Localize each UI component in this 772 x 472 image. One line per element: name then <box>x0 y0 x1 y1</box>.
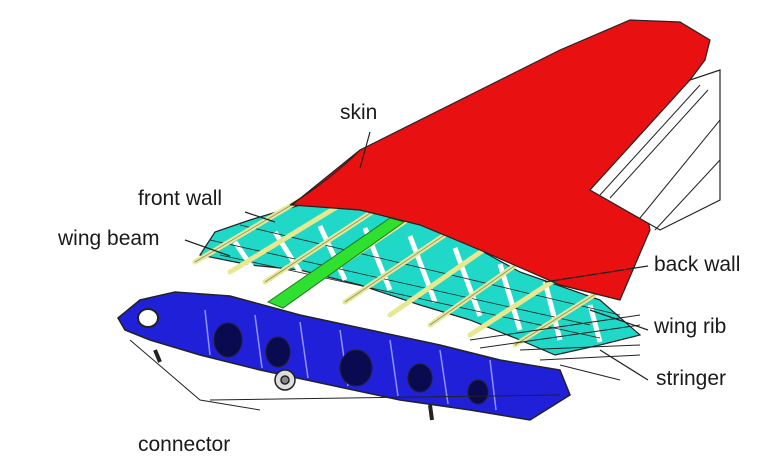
connector-fittings <box>153 349 434 421</box>
lightening-hole <box>407 363 433 393</box>
lightening-hole <box>339 349 373 387</box>
label-connector: connector <box>134 432 235 458</box>
lightening-hole <box>467 379 489 405</box>
rear-structure-lines <box>469 314 641 381</box>
label-wing-beam: wing beam <box>54 226 164 252</box>
wing-beam-bar <box>266 217 406 309</box>
lightening-hole <box>213 322 243 358</box>
trailing-cutout <box>589 69 721 231</box>
label-wing-rib: wing rib <box>650 314 731 340</box>
leader-lines <box>184 131 649 381</box>
label-front-wall: front wall <box>134 186 227 212</box>
lightening-hole <box>265 336 291 368</box>
label-stringer: stringer <box>652 366 731 392</box>
label-skin: skin <box>336 100 382 126</box>
label-back-wall: back wall <box>650 252 745 278</box>
attachment-eye <box>137 308 159 328</box>
